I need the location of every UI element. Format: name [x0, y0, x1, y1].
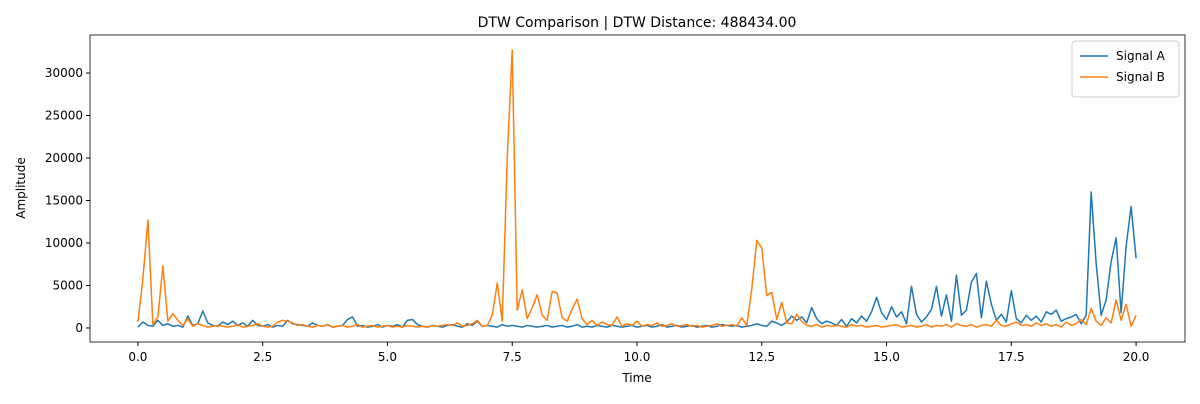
legend-box — [1071, 40, 1180, 98]
plot-frame — [89, 34, 1186, 343]
x-tick-label: 20.0 — [1123, 350, 1150, 364]
x-tick-label: 7.5 — [503, 350, 522, 364]
y-tick-label: 5000 — [52, 278, 83, 292]
y-tick-label: 25000 — [45, 108, 83, 122]
x-tick-label: 10.0 — [624, 350, 651, 364]
x-tick-label: 15.0 — [873, 350, 900, 364]
x-tick-label: 0.0 — [128, 350, 147, 364]
y-tick-label: 10000 — [45, 236, 83, 250]
x-tick-label: 5.0 — [378, 350, 397, 364]
y-tick-label: 30000 — [45, 66, 83, 80]
x-tick-label: 17.5 — [998, 350, 1025, 364]
y-tick-label: 20000 — [45, 151, 83, 165]
x-axis-label: Time — [621, 371, 651, 385]
legend-label: Signal B — [1116, 70, 1165, 84]
y-tick-label: 0 — [75, 321, 83, 335]
y-tick-label: 15000 — [45, 193, 83, 207]
y-axis-label: Amplitude — [14, 157, 28, 219]
x-tick-label: 12.5 — [748, 350, 775, 364]
line-series — [137, 49, 1137, 328]
chart-title: DTW Comparison | DTW Distance: 488434.00 — [478, 15, 797, 31]
legend-label: Signal A — [1116, 49, 1166, 63]
x-tick-label: 2.5 — [253, 350, 272, 364]
